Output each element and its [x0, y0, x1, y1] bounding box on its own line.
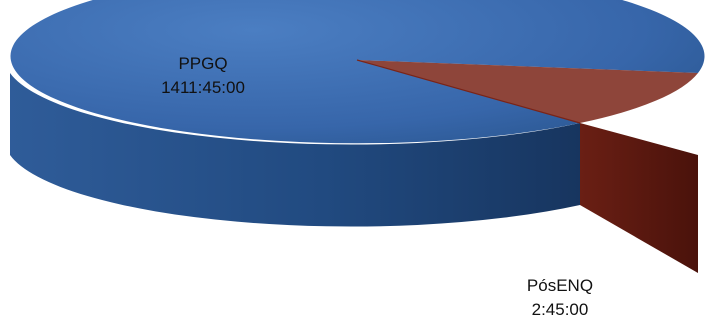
pie-slice-posenq	[357, 60, 698, 123]
pie-slice-side-ppgq	[10, 73, 580, 227]
slice-separator	[356, 59, 581, 124]
label-posenq-value: 2:45:00	[532, 300, 589, 319]
label-ppgq-value: 1411:45:00	[161, 78, 245, 97]
label-posenq-name: PósENQ	[527, 276, 593, 295]
label-ppgq-name: PPGQ	[178, 54, 227, 73]
pie-slice-face-posenq	[580, 123, 698, 273]
pie-slice-ppgq	[10, 0, 705, 144]
